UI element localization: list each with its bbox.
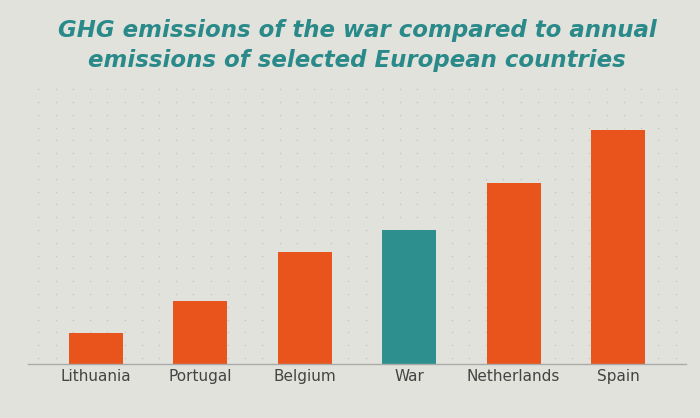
Title: GHG emissions of the war compared to annual
emissions of selected European count: GHG emissions of the war compared to ann… [57,19,657,72]
Bar [382,230,436,364]
Bar [173,301,228,364]
Bar [486,183,541,364]
Bar [69,333,123,364]
Bar [591,130,645,364]
Bar [278,252,332,364]
